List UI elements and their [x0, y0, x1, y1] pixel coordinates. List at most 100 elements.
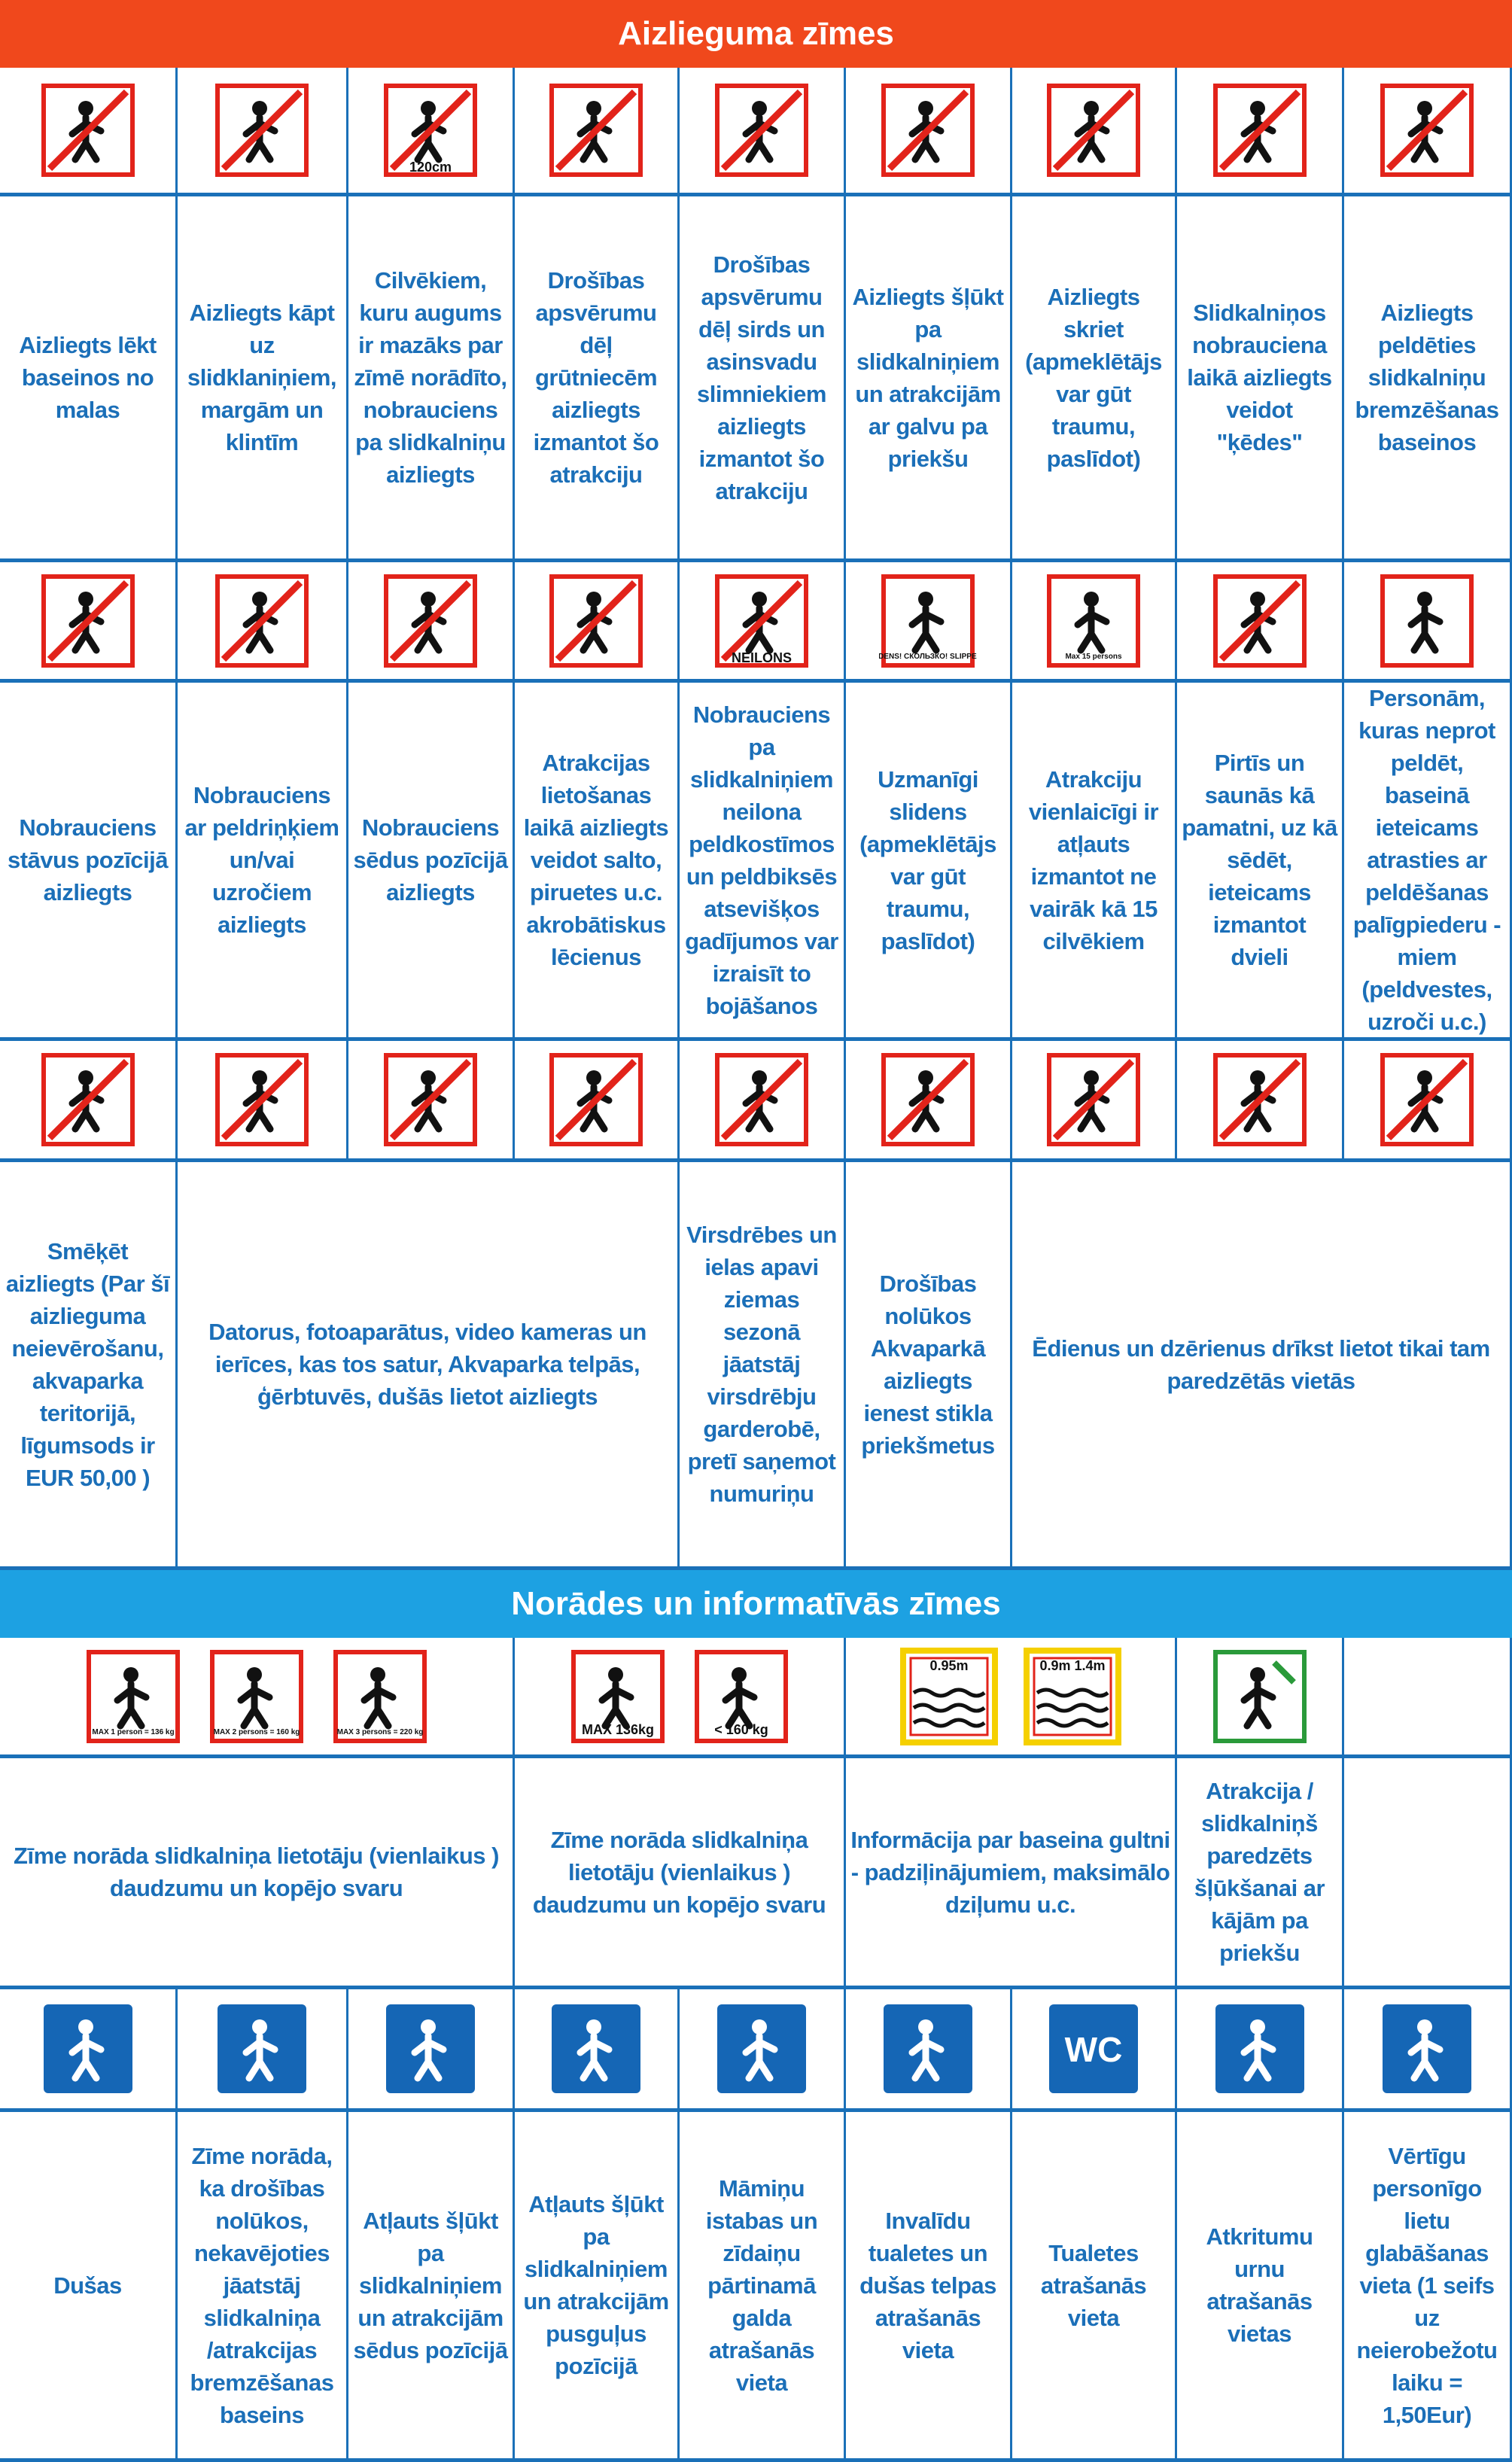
- icon-cell: [1177, 68, 1344, 196]
- description-cell: Slidkalniņos nobrauciena laikā aizliegts…: [1177, 196, 1344, 562]
- sign-description: Zīme norāda slidkalniņa lietotāju (vienl…: [14, 1843, 499, 1901]
- sauna-towel-icon: [1212, 574, 1307, 668]
- raft-1-person-icon: MAX 1 person = 136 kg: [86, 1649, 180, 1743]
- safe-icon: [1383, 2004, 1471, 2093]
- icon-cell: [0, 562, 178, 683]
- trash-bin-icon: [1215, 2004, 1304, 2093]
- wheelchair-icon: [884, 2004, 972, 2093]
- no-shoes-icon: [715, 1053, 808, 1146]
- icon-cell: [348, 562, 515, 683]
- description-cell: Pirtīs un saunās kā pamatni, uz kā sēdēt…: [1177, 683, 1344, 1041]
- description-cell: Vērtīgu personīgo lietu glabāšanas vieta…: [1344, 2112, 1512, 2462]
- icon-cell: [515, 1041, 680, 1162]
- sign-description: Virsdrēbes un ielas apavi ziemas sezonā …: [686, 1222, 837, 1507]
- sign-description: Ēdienus un dzērienus drīkst lietot tikai…: [1032, 1334, 1490, 1394]
- description-cell: Smēķēt aizliegts (Par šī aizlieguma neie…: [0, 1162, 178, 1570]
- max-weight-2-icon: < 160 kg: [694, 1649, 788, 1743]
- no-headfirst-icon: [881, 84, 975, 177]
- icon-cell: [178, 68, 348, 196]
- icon-cell: 120cm: [348, 68, 515, 196]
- description-cell: Personām, kuras neprot peldēt, baseinā i…: [1344, 683, 1512, 1041]
- feet-first-slide-icon: [1212, 1649, 1307, 1743]
- sign-description: Atrakcijas lietošanas laikā aizliegts ve…: [523, 750, 669, 970]
- icon-cell: [348, 1041, 515, 1162]
- half-lying-slide-icon: [552, 2004, 640, 2093]
- no-climbing-icon: [215, 84, 309, 177]
- description-cell: Māmiņu istabas un zīdaiņu pārtinamā gald…: [680, 2112, 846, 2462]
- sign-lettering: MAX 2 persons = 160 kg: [213, 1728, 300, 1736]
- no-food-icon: [1047, 1053, 1140, 1146]
- max-weight-1-icon: MAX 136kg: [570, 1649, 665, 1743]
- icon-cell: MAX 1 person = 136 kg MAX 2 persons = 160…: [0, 1638, 515, 1758]
- sign-description: Drošības apsvērumu dēļ sirds un asinsvad…: [697, 251, 826, 504]
- sign-description: Nobrauciens stāvus pozīcijā aizliegts: [7, 814, 169, 905]
- icon-cell: [1177, 562, 1344, 683]
- sign-description: Zīme norāda slidkalniņa lietotāju (vienl…: [532, 1826, 826, 1918]
- description-cell: Aizliegts kāpt uz slidklaniņiem, margām …: [178, 196, 348, 562]
- icon-cell: [1177, 1638, 1344, 1758]
- description-cell: Virsdrēbes un ielas apavi ziemas sezonā …: [680, 1162, 846, 1570]
- icon-cell: [0, 1041, 178, 1162]
- no-phone-icon: [549, 1053, 643, 1146]
- description-cell: Aizliegts šļūkt pa slidkalniņiem un atra…: [846, 196, 1012, 562]
- max-persons-icon: Max 15 persons: [1047, 574, 1140, 668]
- sign-description: Aizliegts šļūkt pa slidkalniņiem un atra…: [852, 283, 1004, 472]
- icon-cell: [680, 68, 846, 196]
- icon-cell: [348, 1989, 515, 2112]
- sign-description: Atrakcija / slidkalniņš paredzēts šļūkša…: [1194, 1778, 1325, 1966]
- icon-cell: [846, 1041, 1012, 1162]
- sign-description: Aizliegts lēkt baseinos no malas: [19, 332, 157, 423]
- shower-icon: [43, 2004, 132, 2093]
- sign-description: Atļauts šļūkt pa slidkalniņiem un atrakc…: [523, 2191, 669, 2379]
- icon-cell: [1344, 562, 1512, 683]
- icon-cell: [1012, 1041, 1177, 1162]
- sign-description: Aizliegts kāpt uz slidklaniņiem, margām …: [187, 300, 337, 455]
- sitting-slide-icon: [386, 2004, 475, 2093]
- sign-description: Nobrauciens pa slidkalniņiem neilona pel…: [685, 701, 838, 1019]
- icon-cell: [515, 1989, 680, 2112]
- description-cell: Zīme norāda, ka drošības nolūkos, nekavē…: [178, 2112, 348, 2462]
- sign-lettering: 0.9m 1.4m: [1039, 1658, 1105, 1673]
- description-cell: Atkritumu urnu atrašanās vietas: [1177, 2112, 1344, 2462]
- sign-description: Datorus, fotoaparātus, video kameras un …: [208, 1319, 646, 1410]
- description-cell: Cilvēkiem, kuru augums ir mazāks par zīm…: [348, 196, 515, 562]
- sign-description: Vērtīgu personīgo lietu glabāšanas vieta…: [1356, 2142, 1498, 2428]
- icon-cell: [1177, 1041, 1344, 1162]
- icon-cell: [1344, 1989, 1512, 2112]
- description-cell: Atrakcija / slidkalniņš paredzēts šļūkša…: [1177, 1758, 1344, 1989]
- sign-lettering: NEILONS: [732, 650, 792, 665]
- description-cell: Aizliegts lēkt baseinos no malas: [0, 196, 178, 562]
- description-cell: Drošības apsvērumu dēļ sirds un asinsvad…: [680, 196, 846, 562]
- icon-cell: [0, 1989, 178, 2112]
- description-cell: Drošības apsvērumu dēļ grūtniecēm aizlie…: [515, 196, 680, 562]
- description-cell: Drošības nolūkos Akvaparkā aizliegts ien…: [846, 1162, 1012, 1570]
- sign-description: Pirtīs un saunās kā pamatni, uz kā sēdēt…: [1182, 750, 1337, 970]
- prohibition-signs-title: Aizlieguma zīmes: [0, 0, 1512, 68]
- sign-description: Atkritumu urnu atrašanās vietas: [1206, 2223, 1313, 2347]
- icon-cell: [515, 562, 680, 683]
- description-cell: Tualetes atrašanās vieta: [1012, 2112, 1177, 2462]
- sign-description: Drošības apsvērumu dēļ grūtniecēm aizlie…: [533, 267, 659, 488]
- sign-description: Aizliegts peldēties slidkalniņu bremzēša…: [1355, 300, 1499, 455]
- icon-cell: MAX 136kg < 160 kg: [515, 1638, 846, 1758]
- no-float-rings-icon: [215, 574, 309, 668]
- sign-description: Tualetes atrašanās vieta: [1040, 2239, 1147, 2331]
- sign-lettering: 0.95m: [929, 1658, 968, 1673]
- no-video-camera-icon: [384, 1053, 477, 1146]
- sign-lettering: SLIDENS! СКОЛЬЗКО! SLIPPERY!: [879, 653, 977, 661]
- wc-icon: WC: [1049, 2004, 1138, 2093]
- description-cell: Nobrauciens stāvus pozīcijā aizliegts: [0, 683, 178, 1041]
- no-alcohol-icon: [1380, 1053, 1474, 1146]
- no-sitting-icon: [384, 574, 477, 668]
- sign-description: Smēķēt aizliegts (Par šī aizlieguma neie…: [5, 1237, 170, 1491]
- description-cell: Ēdienus un dzērienus drīkst lietot tikai…: [1012, 1162, 1512, 1570]
- description-cell: Zīme norāda slidkalniņa lietotāju (vienl…: [0, 1758, 515, 1989]
- sign-description: Atrakciju vienlaicīgi ir atļauts izmanto…: [1028, 765, 1159, 954]
- description-cell: Nobrauciens ar peldriņķiem un/vai uzroči…: [178, 683, 348, 1041]
- sign-description: Atļauts šļūkt pa slidkalniņiem un atrakc…: [353, 2207, 508, 2363]
- slippery-icon: SLIDENS! СКОЛЬЗКО! SLIPPERY!: [879, 574, 977, 668]
- icon-cell: [1012, 68, 1177, 196]
- description-cell: Nobrauciens pa slidkalniņiem neilona pel…: [680, 683, 846, 1041]
- description-cell: Atļauts šļūkt pa slidkalniņiem un atrakc…: [515, 2112, 680, 2462]
